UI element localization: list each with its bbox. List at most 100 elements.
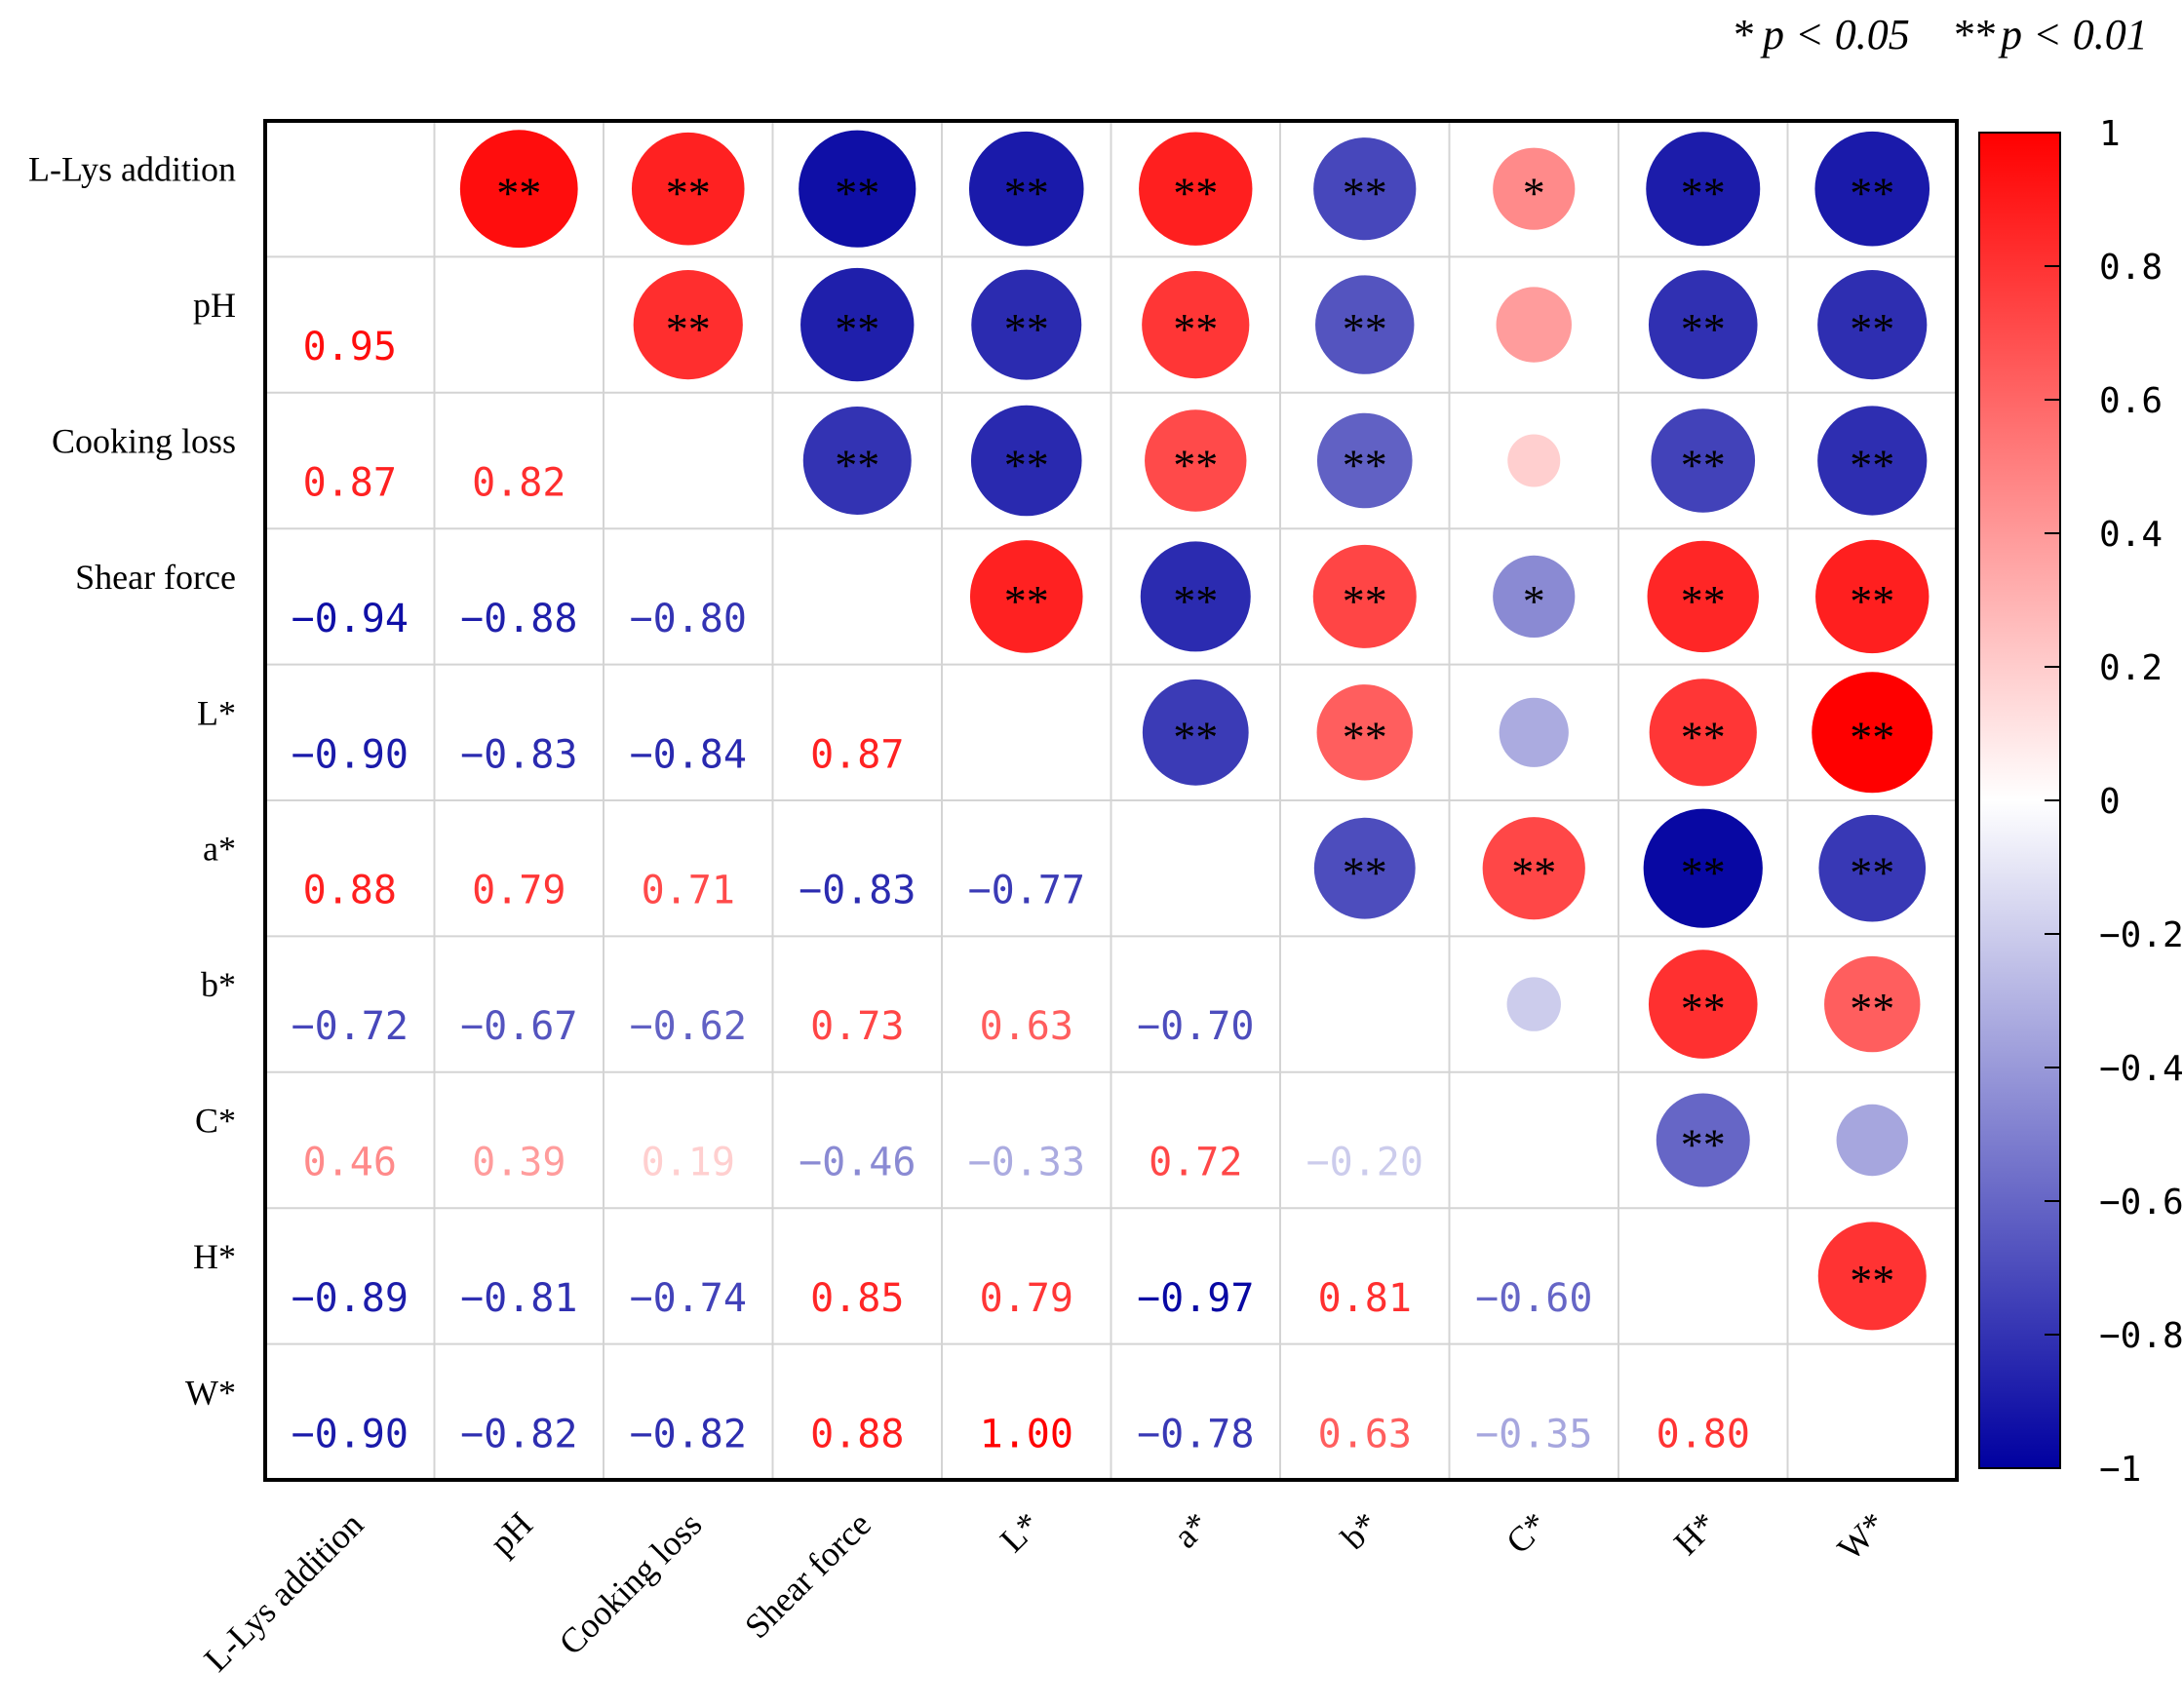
corr-value-w-star-ph: −0.82 <box>460 1412 577 1456</box>
significance-mark: ** <box>1343 576 1387 626</box>
corr-circle-ph-l-star <box>971 269 1082 380</box>
significance-mark: ** <box>1173 169 1218 218</box>
corr-value-w-star-shear-force: 0.88 <box>810 1412 904 1456</box>
corr-circle-l-star-h-star <box>1649 679 1757 787</box>
corr-value-l-star-shear-force: 0.87 <box>810 732 904 777</box>
significance-mark: ** <box>1173 441 1218 490</box>
significance-mark: ** <box>1173 576 1218 626</box>
corr-value-a-star-cooking-loss: 0.71 <box>642 869 735 913</box>
x-label-ph: pH <box>483 1504 540 1562</box>
corr-circle-cooking-loss-shear-force <box>802 407 912 515</box>
matrix-grid <box>265 121 1957 1480</box>
corr-value-b-star-cooking-loss: −0.62 <box>630 1004 747 1049</box>
corr-value-c-star-l-lys-addition: 0.46 <box>303 1141 397 1185</box>
significance-mark: ** <box>1511 848 1556 898</box>
corr-value-shear-force-cooking-loss: −0.80 <box>630 597 747 641</box>
corr-value-h-star-l-lys-addition: −0.89 <box>292 1276 409 1321</box>
corr-circle-ph-c-star <box>1496 287 1572 363</box>
corr-value-cooking-loss-ph: 0.82 <box>472 461 565 506</box>
significance-mark: ** <box>1343 712 1387 761</box>
corr-circle-c-star-w-star <box>1836 1104 1908 1177</box>
circle-marks: ** ** ** ** ** ** * ** **** ** ** ** ** ** **** ** ** ** *… <box>459 130 1933 1331</box>
significance-mark: ** <box>1681 304 1726 354</box>
corr-circle-b-star-w-star <box>1824 955 1921 1053</box>
legend-p05-text: p < 0.05 <box>1760 11 1910 58</box>
corr-value-a-star-l-lys-addition: 0.88 <box>303 869 397 913</box>
significance-mark: ** <box>1850 712 1894 761</box>
colorbar-tick-label: 0.6 <box>2099 381 2163 421</box>
corr-circle-cooking-loss-c-star <box>1507 434 1561 487</box>
corr-value-c-star-b-star: −0.20 <box>1306 1141 1423 1185</box>
corr-circle-l-lys-addition-b-star <box>1313 137 1417 241</box>
corr-value-c-star-l-star: −0.33 <box>968 1141 1085 1185</box>
corr-circle-ph-h-star <box>1648 270 1758 379</box>
corr-circle-b-star-h-star <box>1648 950 1758 1059</box>
corr-circle-l-lys-addition-h-star <box>1646 132 1761 247</box>
corr-circle-ph-w-star <box>1817 270 1928 380</box>
x-label-c-star: C* <box>1499 1504 1555 1561</box>
x-label-b-star: b* <box>1334 1504 1386 1557</box>
x-label-w-star: W* <box>1830 1504 1893 1568</box>
significance-mark: ** <box>1004 441 1049 490</box>
colorbar-tick-label: −0.6 <box>2099 1183 2183 1223</box>
corr-value-h-star-c-star: −0.60 <box>1475 1276 1592 1321</box>
corr-circle-ph-b-star <box>1315 275 1415 374</box>
corr-value-h-star-cooking-loss: −0.74 <box>630 1276 747 1321</box>
significance-mark: ** <box>1681 169 1726 218</box>
corr-circle-cooking-loss-b-star <box>1316 412 1413 509</box>
corr-circle-shear-force-w-star <box>1815 539 1930 654</box>
colorbar-tick-label: 0.8 <box>2099 248 2163 288</box>
corr-circle-l-lys-addition-cooking-loss <box>631 132 745 246</box>
y-label-shear-force: Shear force <box>75 558 236 597</box>
legend-p01-symbol: ** <box>1954 11 1997 58</box>
corr-value-b-star-l-star: 0.63 <box>980 1004 1073 1049</box>
corr-value-w-star-h-star: 0.80 <box>1657 1412 1750 1456</box>
x-label-a-star: a* <box>1166 1504 1217 1555</box>
corr-value-a-star-shear-force: −0.83 <box>799 869 916 913</box>
significance-legend: * p < 0.05 ** p < 0.01 <box>1734 11 2148 58</box>
corr-circle-shear-force-l-star <box>969 540 1083 653</box>
significance-mark: ** <box>1343 441 1387 490</box>
corr-circle-l-star-a-star <box>1142 679 1249 786</box>
corr-value-w-star-a-star: −0.78 <box>1137 1412 1254 1456</box>
matrix-frame <box>263 119 1959 1482</box>
corr-circle-b-star-c-star <box>1506 977 1561 1031</box>
corr-circle-l-star-c-star <box>1499 697 1569 767</box>
corr-value-b-star-shear-force: 0.73 <box>810 1004 904 1049</box>
significance-mark: ** <box>1173 304 1218 354</box>
y-label-w-star: W* <box>185 1373 236 1412</box>
y-label-b-star: b* <box>201 965 236 1004</box>
significance-mark: ** <box>1681 576 1726 626</box>
corr-value-w-star-l-lys-addition: −0.90 <box>292 1412 409 1456</box>
y-label-a-star: a* <box>203 830 236 869</box>
significance-mark: ** <box>1850 576 1894 626</box>
corr-circle-shear-force-a-star <box>1140 541 1251 652</box>
corr-circle-a-star-w-star <box>1818 814 1927 922</box>
corr-circle-shear-force-h-star <box>1647 540 1759 653</box>
corr-value-h-star-ph: −0.81 <box>460 1276 577 1321</box>
significance-mark: ** <box>1850 984 1894 1033</box>
corr-circle-l-lys-addition-l-star <box>968 131 1084 247</box>
corr-value-l-star-cooking-loss: −0.84 <box>630 732 747 777</box>
significance-mark: * <box>1523 576 1545 626</box>
significance-mark: ** <box>666 169 711 218</box>
corr-circle-a-star-h-star <box>1643 808 1763 928</box>
corr-value-b-star-l-lys-addition: −0.72 <box>292 1004 409 1049</box>
corr-circle-l-star-b-star <box>1316 684 1413 781</box>
corr-circle-ph-a-star <box>1142 271 1250 379</box>
significance-mark: ** <box>1681 848 1726 898</box>
significance-mark: ** <box>666 304 711 354</box>
corr-value-h-star-shear-force: 0.85 <box>810 1276 904 1321</box>
corr-circle-c-star-h-star <box>1656 1093 1750 1187</box>
significance-mark: ** <box>1343 848 1387 898</box>
x-axis-labels: L-Lys addition pH Cooking loss Shear force L… <box>197 1504 1893 1679</box>
corr-value-h-star-l-star: 0.79 <box>980 1276 1073 1321</box>
x-label-cooking-loss: Cooking loss <box>551 1504 709 1662</box>
corr-value-w-star-b-star: 0.63 <box>1318 1412 1412 1456</box>
significance-mark: ** <box>1681 712 1726 761</box>
corr-value-cooking-loss-l-lys-addition: 0.87 <box>303 461 397 506</box>
significance-mark: ** <box>1850 1256 1894 1305</box>
corr-value-h-star-a-star: −0.97 <box>1137 1276 1254 1321</box>
corr-value-shear-force-ph: −0.88 <box>460 597 577 641</box>
